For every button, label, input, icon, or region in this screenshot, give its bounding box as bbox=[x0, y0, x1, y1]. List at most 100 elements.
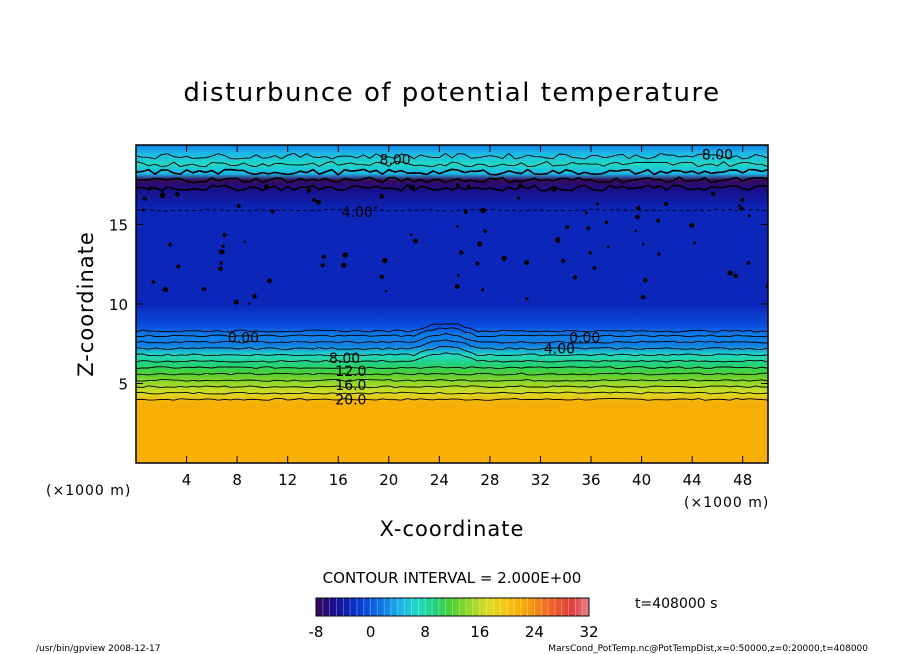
speckle bbox=[306, 188, 312, 193]
chart-title: disturbunce of potential temperature bbox=[183, 78, 720, 108]
speckle bbox=[555, 237, 561, 243]
colorbar-tick-label: 0 bbox=[366, 623, 376, 641]
speckle bbox=[517, 196, 521, 200]
speckle bbox=[480, 207, 486, 214]
contour-label: 8.00 bbox=[329, 351, 360, 367]
colorbar-ticks: -8 0 8 16 24 32 bbox=[309, 623, 599, 641]
speckle bbox=[747, 214, 751, 218]
speckle bbox=[201, 287, 206, 292]
contour-label: 12.0 bbox=[335, 364, 366, 380]
speckle bbox=[483, 229, 487, 233]
contour-line bbox=[136, 391, 768, 395]
speckle bbox=[321, 254, 326, 259]
speckle bbox=[656, 218, 661, 223]
speckle bbox=[263, 184, 269, 190]
x-unit-label: (×1000 m) bbox=[684, 495, 769, 511]
field-fill bbox=[136, 145, 768, 463]
footer-program: /usr/bin/gpview 2008-12-17 bbox=[36, 644, 160, 654]
x-tick-label: 8 bbox=[232, 471, 242, 489]
speckle bbox=[168, 242, 173, 247]
speckle bbox=[454, 284, 460, 289]
speckle bbox=[584, 211, 589, 215]
x-tick-label: 48 bbox=[733, 471, 752, 489]
speckle bbox=[501, 255, 507, 262]
y-axis-ticks: 5 10 15 bbox=[109, 217, 768, 394]
speckle bbox=[518, 183, 523, 188]
speckle bbox=[267, 278, 272, 284]
x-tick-label: 20 bbox=[379, 471, 398, 489]
x-tick-label: 28 bbox=[480, 471, 499, 489]
speckle bbox=[221, 244, 225, 248]
speckle bbox=[458, 250, 464, 255]
speckle bbox=[573, 275, 578, 280]
speckle bbox=[664, 201, 669, 206]
speckle bbox=[233, 299, 239, 305]
y-tick-label: 15 bbox=[109, 217, 128, 235]
speckle bbox=[586, 226, 591, 231]
speckle bbox=[315, 199, 321, 205]
colorbar-tick-label: 8 bbox=[420, 623, 430, 641]
speckle bbox=[657, 252, 661, 256]
speckle bbox=[525, 296, 529, 301]
contour-line bbox=[136, 160, 768, 168]
speckle bbox=[710, 191, 715, 197]
contour-line bbox=[136, 398, 768, 401]
contour-line bbox=[136, 208, 768, 212]
speckle bbox=[270, 209, 275, 214]
speckle bbox=[739, 206, 744, 211]
contour-label: 4.00 bbox=[342, 205, 373, 221]
speckle bbox=[655, 185, 659, 188]
speckle bbox=[252, 293, 257, 299]
footer-source: MarsCond_PotTemp.nc@PotTempDist,x=0:5000… bbox=[548, 644, 868, 654]
speckle bbox=[588, 251, 592, 255]
contour-label: 0.00 bbox=[228, 330, 259, 346]
contour-line bbox=[136, 372, 768, 376]
speckle bbox=[634, 229, 638, 233]
speckle bbox=[457, 273, 460, 277]
speckle bbox=[746, 261, 751, 265]
contour-line bbox=[136, 333, 768, 344]
y-axis-label: Z-coordinate bbox=[74, 231, 98, 377]
contour-line bbox=[136, 339, 768, 350]
y-tick-label: 5 bbox=[118, 376, 128, 394]
speckle bbox=[524, 260, 530, 266]
contour-line bbox=[136, 184, 768, 192]
colorbar-stripes bbox=[322, 598, 583, 616]
speckle bbox=[636, 206, 641, 211]
x-tick-label: 24 bbox=[430, 471, 449, 489]
speckle bbox=[592, 266, 597, 271]
speckle bbox=[320, 263, 325, 268]
speckle bbox=[456, 183, 460, 187]
x-axis-ticks: 4 8 12 16 20 24 28 32 36 40 44 48 bbox=[182, 145, 752, 489]
contour-label: 4.00 bbox=[544, 342, 575, 358]
speckle bbox=[222, 232, 227, 238]
colorbar-tick-label: 32 bbox=[579, 623, 598, 641]
speckle bbox=[727, 270, 733, 276]
speckle bbox=[561, 258, 566, 264]
speckle bbox=[413, 238, 419, 244]
contour-label: 20.0 bbox=[335, 392, 366, 408]
contour-line bbox=[136, 323, 768, 333]
speckle bbox=[218, 266, 223, 272]
contour-lines bbox=[136, 152, 768, 401]
speckle bbox=[740, 197, 745, 202]
speckle bbox=[341, 262, 347, 268]
contour-line bbox=[136, 378, 768, 382]
speckle bbox=[247, 302, 251, 305]
contour-line bbox=[136, 346, 768, 357]
speckle bbox=[382, 257, 388, 264]
speckle bbox=[456, 225, 459, 229]
colorbar-tick-label: 16 bbox=[470, 623, 489, 641]
colorbar bbox=[315, 597, 590, 617]
speckle bbox=[141, 208, 145, 212]
speckle bbox=[175, 192, 180, 197]
speckle bbox=[379, 274, 384, 280]
x-tick-label: 32 bbox=[531, 471, 550, 489]
colorbar-tick-label: 24 bbox=[525, 623, 544, 641]
speckle bbox=[640, 294, 646, 300]
speckle bbox=[689, 222, 695, 228]
speckle bbox=[635, 214, 640, 220]
